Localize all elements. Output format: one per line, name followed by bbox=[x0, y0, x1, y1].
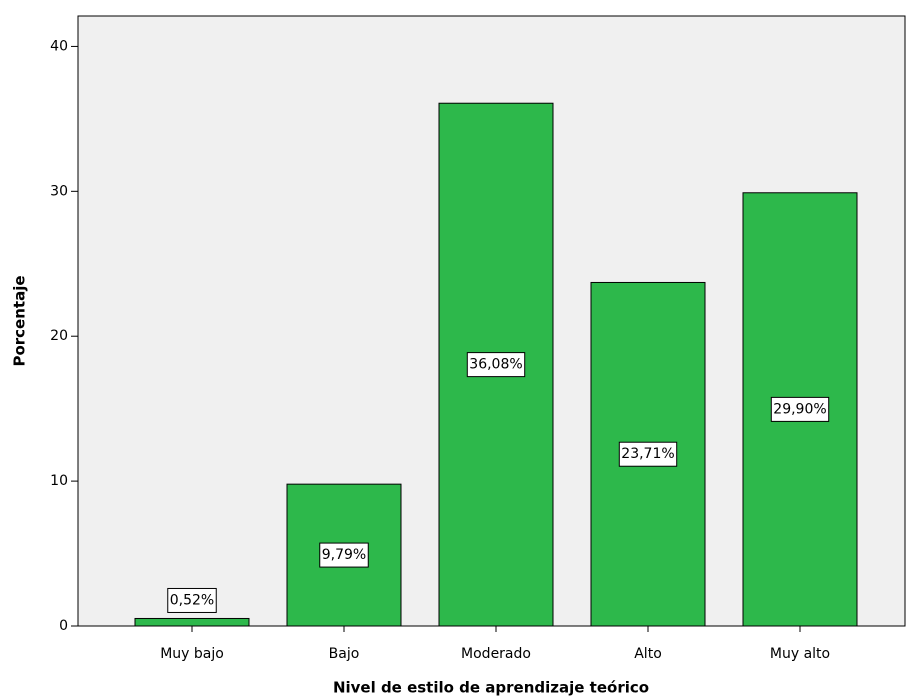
y-tick-label: 40 bbox=[50, 38, 68, 54]
y-axis-title: Porcentaje bbox=[11, 275, 29, 366]
value-label-box bbox=[319, 542, 369, 568]
x-tick-label: Alto bbox=[634, 646, 662, 662]
value-label: 29,90% bbox=[773, 401, 826, 417]
value-label-box bbox=[770, 396, 830, 422]
y-tick-label: 10 bbox=[50, 473, 68, 489]
value-label: 0,52% bbox=[170, 592, 214, 608]
value-label-box bbox=[618, 441, 678, 467]
x-axis-title: Nivel de estilo de aprendizaje teórico bbox=[333, 679, 649, 697]
y-tick-label: 0 bbox=[59, 618, 68, 634]
value-label-box bbox=[167, 587, 217, 613]
value-label: 23,71% bbox=[621, 446, 674, 462]
y-tick-label: 30 bbox=[50, 183, 68, 199]
x-tick-label: Muy alto bbox=[770, 646, 830, 662]
value-label-box bbox=[466, 352, 526, 378]
x-tick-label: Bajo bbox=[329, 646, 360, 662]
bar bbox=[134, 617, 250, 627]
x-tick-label: Moderado bbox=[461, 646, 531, 662]
y-tick-label: 20 bbox=[50, 328, 68, 344]
x-tick-label: Muy bajo bbox=[160, 646, 224, 662]
value-label: 36,08% bbox=[469, 357, 522, 373]
value-label: 9,79% bbox=[322, 547, 366, 563]
